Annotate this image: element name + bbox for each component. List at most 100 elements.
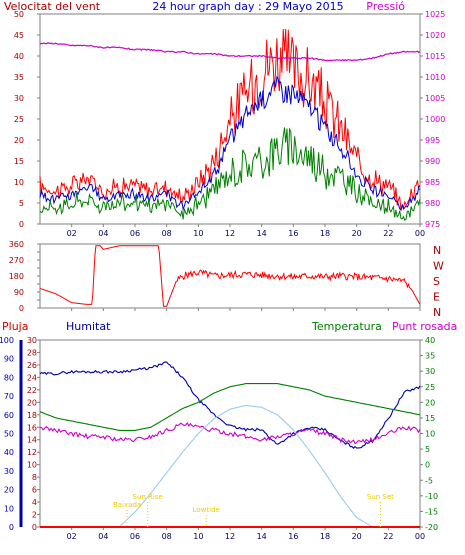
wind-x-tick-label: 10 — [193, 229, 203, 238]
wind-x-tick-label: 16 — [288, 229, 298, 238]
direction-y-tick-label: 360 — [9, 240, 24, 249]
rain-y-tick-label: 22 — [27, 386, 37, 395]
rain-y-tick-label: 24 — [27, 373, 37, 382]
wind-y-tick-label: 30 — [14, 94, 24, 103]
humidity-y-tick-label: 90 — [4, 355, 14, 364]
climate-x-tick-label: 10 — [193, 532, 203, 541]
climate-x-tick-label: 08 — [162, 532, 172, 541]
temp-y-tick-label: 15 — [425, 414, 435, 423]
rain-y-tick-label: 20 — [27, 398, 37, 407]
wind-y-tick-label: 45 — [14, 31, 24, 40]
direction-compass-label: S — [433, 275, 440, 288]
temp-y-tick-label: 25 — [425, 383, 435, 392]
humidity-series — [39, 361, 421, 450]
humidity-y-tick-label: 20 — [4, 486, 14, 495]
climate-x-tick-label: 22 — [383, 532, 393, 541]
annotation-label: Sun Set — [367, 493, 394, 501]
rain-y-tick-label: 4 — [32, 498, 37, 507]
climate-x-tick-label: 20 — [352, 532, 362, 541]
direction-series — [39, 245, 421, 307]
climate-x-tick-label: 06 — [130, 532, 140, 541]
climate-x-tick-label: 02 — [67, 532, 77, 541]
climate-x-tick-label: 12 — [225, 532, 235, 541]
climate-x-tick-label: 14 — [257, 532, 267, 541]
wind-y-tick-label: 20 — [14, 136, 24, 145]
pressure-y-tick-label: 975 — [425, 220, 440, 229]
humidity-y-tick-label: 80 — [4, 373, 14, 382]
pressure-y-tick-label: 1020 — [425, 31, 445, 40]
wind-y-tick-label: 40 — [14, 52, 24, 61]
wind-y-tick-label: 5 — [19, 199, 24, 208]
wind-x-tick-label: 22 — [383, 229, 393, 238]
humidity-y-tick-label: 100 — [0, 336, 14, 345]
wind-x-tick-label: 06 — [130, 229, 140, 238]
wind-y-tick-label: 15 — [14, 157, 24, 166]
rain-y-tick-label: 26 — [27, 361, 37, 370]
temp-y-tick-label: -5 — [425, 476, 433, 485]
wind-y-tick-label: 35 — [14, 73, 24, 82]
rain-y-tick-label: 30 — [27, 336, 37, 345]
direction-y-tick-label: 90 — [14, 288, 24, 297]
climate-panel: 0102030405060708090100024681012141618202… — [0, 336, 438, 541]
rain-y-tick-label: 10 — [27, 461, 37, 470]
wind-x-tick-label: 04 — [98, 229, 108, 238]
pressure-y-tick-label: 1000 — [425, 115, 445, 124]
rain-y-tick-label: 2 — [32, 511, 37, 520]
wind-y-tick-label: 25 — [14, 115, 24, 124]
rain-y-tick-label: 6 — [32, 486, 37, 495]
page-title: 24 hour graph day : 29 Mayo 2015 — [152, 0, 343, 13]
wind-series-average — [39, 75, 421, 212]
humidity-y-tick-label: 50 — [4, 430, 14, 439]
temp-y-tick-label: 0 — [425, 461, 430, 470]
temp-y-tick-label: 35 — [425, 352, 435, 361]
dewpoint-series — [39, 421, 421, 445]
temp-y-tick-label: -20 — [425, 523, 438, 532]
wind-series-low — [39, 127, 421, 222]
pressure-y-tick-label: 1010 — [425, 73, 445, 82]
dewpoint-label: Punt rosada — [392, 320, 457, 333]
humidity-label: Humitat — [66, 320, 111, 333]
annotation-label: Lowtide — [193, 506, 220, 514]
wind-y-tick-label: 50 — [14, 10, 24, 19]
humidity-y-tick-label: 10 — [4, 504, 14, 513]
pressure-y-tick-label: 995 — [425, 136, 440, 145]
direction-y-tick-label: 270 — [9, 256, 24, 265]
wind-panel: 0510152025303540455097598098599099510001… — [14, 10, 446, 238]
direction-compass-label: E — [433, 291, 440, 304]
wind-x-tick-label: 14 — [257, 229, 267, 238]
wind-x-tick-label: 02 — [67, 229, 77, 238]
pressure-y-tick-label: 985 — [425, 178, 440, 187]
temperature-series — [39, 383, 421, 431]
rain-y-tick-label: 16 — [27, 423, 37, 432]
rain-y-tick-label: 14 — [27, 436, 37, 445]
temp-y-tick-label: 30 — [425, 367, 435, 376]
humidity-y-tick-label: 30 — [4, 467, 14, 476]
rain-y-tick-label: 8 — [32, 473, 37, 482]
wind-y-tick-label: 0 — [19, 220, 24, 229]
wind-y-tick-label: 10 — [14, 178, 24, 187]
rain-y-tick-label: 18 — [27, 411, 37, 420]
annotation-label: Sun Rise — [133, 493, 163, 501]
humidity-y-tick-label: 0 — [9, 523, 14, 532]
direction-compass-label: W — [433, 260, 444, 273]
pressure-y-tick-label: 990 — [425, 157, 440, 166]
humidity-y-tick-label: 60 — [4, 411, 14, 420]
wind-speed-label: Velocitat del vent — [4, 0, 101, 13]
climate-x-tick-label: 00 — [415, 532, 425, 541]
temp-y-tick-label: 40 — [425, 336, 435, 345]
wind-x-tick-label: 00 — [415, 229, 425, 238]
temp-y-tick-label: -10 — [425, 492, 438, 501]
rain-y-tick-label: 28 — [27, 348, 37, 357]
temp-y-tick-label: -15 — [425, 507, 438, 516]
humidity-y-tick-label: 40 — [4, 448, 14, 457]
pressure-label: Pressió — [366, 0, 405, 13]
pressure-y-tick-label: 1025 — [425, 10, 445, 19]
pressure-y-tick-label: 1015 — [425, 52, 445, 61]
rain-y-tick-label: 12 — [27, 448, 37, 457]
pressure-y-tick-label: 980 — [425, 199, 440, 208]
temp-y-tick-label: 10 — [425, 430, 435, 439]
humidity-y-tick-label: 70 — [4, 392, 14, 401]
